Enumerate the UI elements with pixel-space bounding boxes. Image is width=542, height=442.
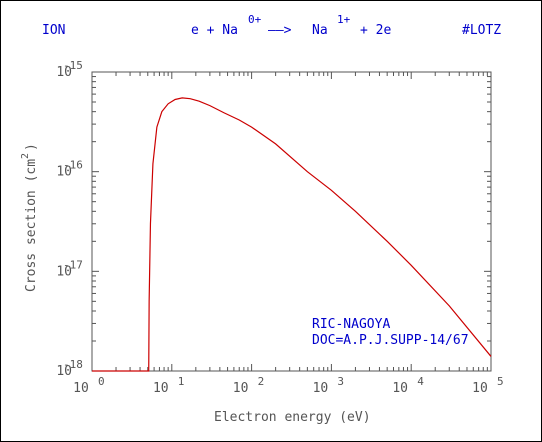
x-tick-base: 10 bbox=[153, 381, 169, 396]
x-tick-exp: 2 bbox=[258, 375, 265, 388]
y-tick-base: 10 bbox=[56, 165, 72, 180]
y-axis-label-text: Cross section (cm bbox=[24, 159, 39, 292]
y-tick-base: 10 bbox=[56, 65, 72, 80]
y-tick-label: 10-16 bbox=[56, 159, 83, 180]
x-tick-exp: 4 bbox=[417, 375, 424, 388]
y-tick-label: 10-17 bbox=[56, 258, 83, 279]
y-tick-base: 10 bbox=[56, 364, 72, 379]
x-tick-base: 10 bbox=[392, 381, 408, 396]
y-tick-base: 10 bbox=[56, 264, 72, 279]
x-tick-base: 10 bbox=[233, 381, 249, 396]
x-tick-base: 10 bbox=[313, 381, 329, 396]
reaction-lhs-charge: 0+ bbox=[248, 13, 262, 26]
y-tick-exp: -16 bbox=[63, 159, 83, 172]
reaction-lhs: e + Na bbox=[191, 23, 238, 38]
header-left: ION bbox=[42, 23, 65, 38]
x-tick-exp: 0 bbox=[98, 375, 105, 388]
x-tick-base: 10 bbox=[73, 381, 89, 396]
reaction-arrow: ——> bbox=[268, 23, 292, 38]
reaction-rhs: Na bbox=[312, 23, 328, 38]
y-axis-label: Cross section (cm 2 ) bbox=[20, 143, 39, 292]
annotation-source: RIC-NAGOYA bbox=[312, 317, 390, 332]
x-tick-exp: 1 bbox=[178, 375, 185, 388]
x-tick-label: 10 4 bbox=[392, 375, 424, 396]
y-tick-exp: -15 bbox=[63, 59, 83, 72]
x-tick-label: 10 3 bbox=[313, 375, 344, 396]
x-tick-label: 10 1 bbox=[153, 375, 184, 396]
y-tick-exp: -17 bbox=[63, 258, 83, 271]
axis-ticks bbox=[91, 72, 491, 372]
x-tick-label: 10 2 bbox=[233, 375, 264, 396]
y-axis-label-tail: ) bbox=[24, 143, 39, 151]
x-tick-base: 10 bbox=[472, 381, 488, 396]
series-line bbox=[92, 97, 492, 372]
x-tick-label: 10 5 bbox=[472, 375, 503, 396]
y-axis-label-sup: 2 bbox=[20, 153, 31, 159]
y-tick-exp: -18 bbox=[63, 358, 83, 371]
x-tick-exp: 3 bbox=[337, 375, 344, 388]
plot-area bbox=[91, 71, 492, 372]
reaction-rhs-charge: 1+ bbox=[337, 13, 351, 26]
annotation-doc: DOC=A.P.J.SUPP-14/67 bbox=[312, 333, 469, 348]
header-right: #LOTZ bbox=[462, 23, 501, 38]
x-tick-label: 10 0 bbox=[73, 375, 104, 396]
x-tick-exp: 5 bbox=[497, 375, 504, 388]
x-tick-labels: 10 0 10 1 10 2 10 3 10 4 10 5 bbox=[73, 375, 503, 396]
reaction-tail: + 2e bbox=[360, 23, 391, 38]
x-axis-label: Electron energy (eV) bbox=[214, 410, 371, 425]
y-tick-label: 10-15 bbox=[56, 59, 83, 80]
y-tick-label: 10-18 bbox=[56, 358, 83, 379]
